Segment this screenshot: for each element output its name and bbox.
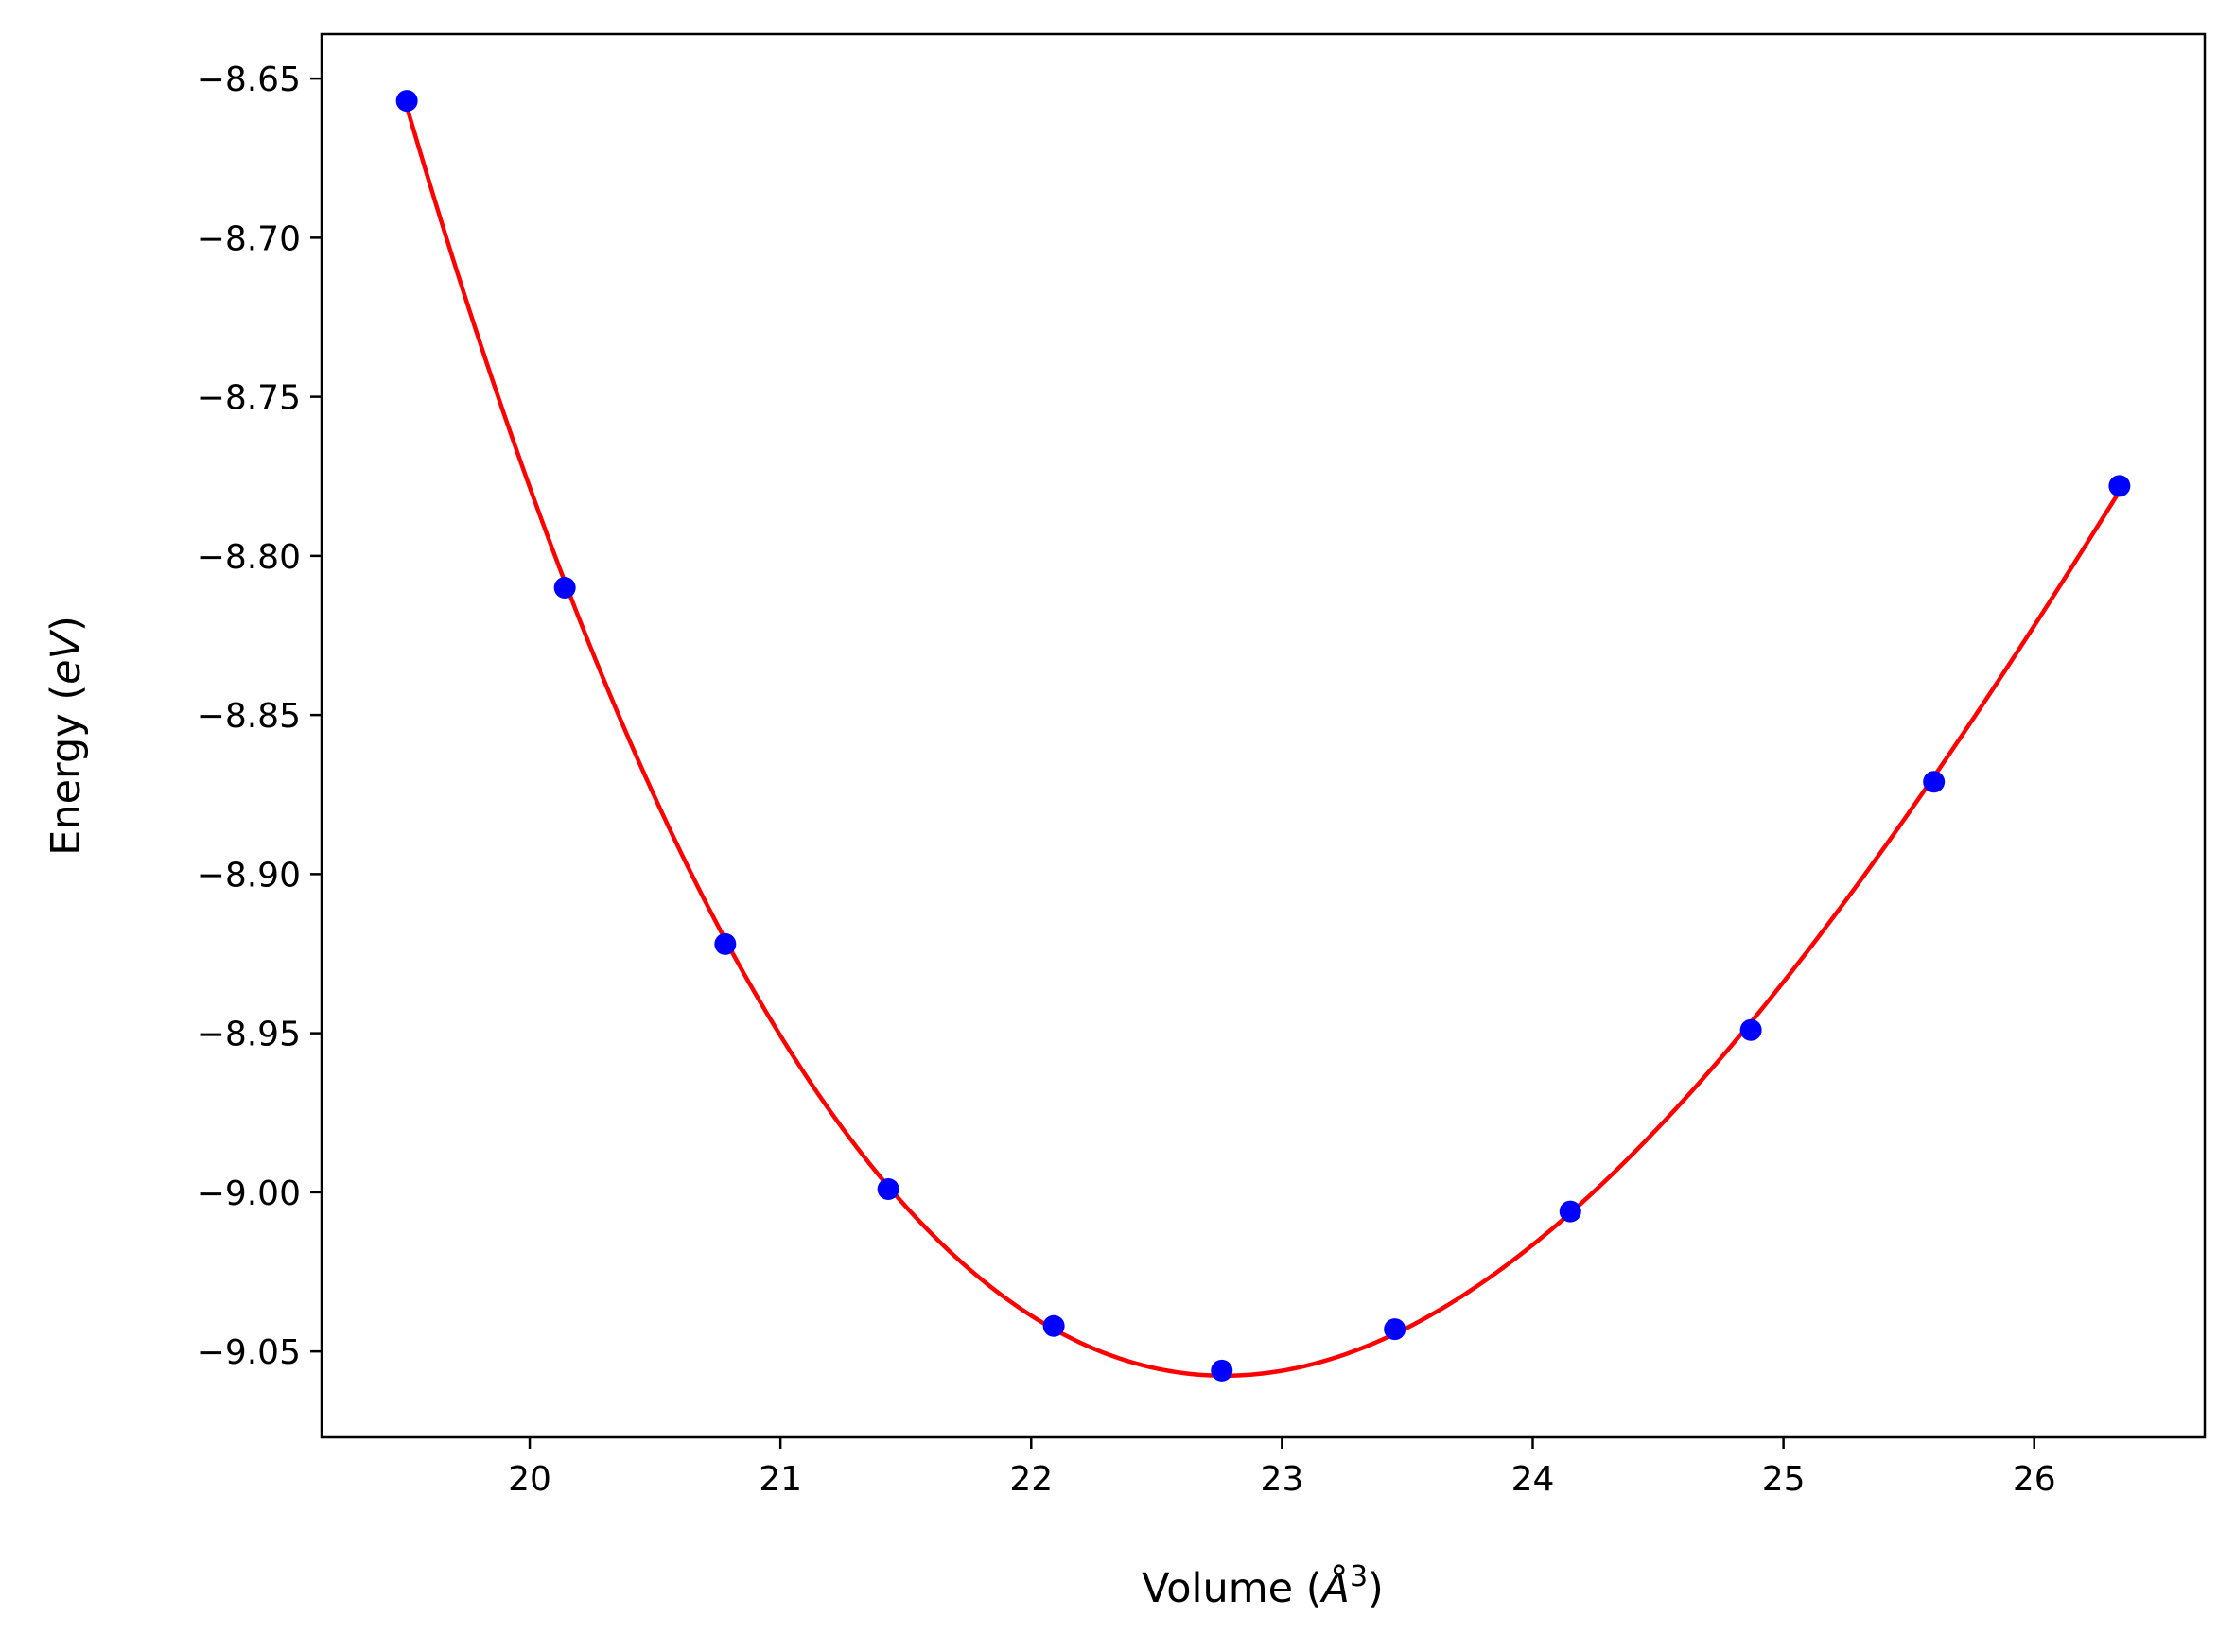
x-tick-label: 22	[1009, 1460, 1053, 1499]
y-tick-label: −9.00	[197, 1174, 301, 1213]
data-point	[553, 577, 576, 600]
data-point	[1042, 1314, 1065, 1337]
data-point	[1923, 771, 1946, 793]
data-point	[395, 90, 418, 113]
data-point	[714, 932, 737, 955]
y-tick-label: −8.85	[197, 697, 301, 736]
y-tick-label: −9.05	[197, 1333, 301, 1372]
x-tick-label: 24	[1511, 1460, 1555, 1499]
fit-curve-layer	[404, 106, 2122, 1379]
x-tick-label: 21	[759, 1460, 802, 1499]
x-tick-label: 26	[2013, 1460, 2056, 1499]
data-point	[1739, 1018, 1762, 1041]
data-point	[1384, 1318, 1406, 1341]
y-tick-label: −8.95	[197, 1016, 301, 1054]
y-axis: −8.65 −8.70 −8.75 −8.80 −8.85 −8.90 −8.95 −9.00…	[197, 61, 322, 1372]
y-tick-label: −8.80	[197, 538, 301, 577]
points-layer	[395, 90, 2131, 1382]
y-tick-label: −8.70	[197, 219, 301, 258]
x-axis: 20 21 22 23 24 25 26	[508, 1437, 2056, 1499]
x-tick-label: 20	[508, 1460, 551, 1499]
x-tick-label: 23	[1260, 1460, 1303, 1499]
y-axis-label: Energy (eV)	[43, 616, 90, 856]
data-point	[2108, 475, 2131, 497]
data-point	[1211, 1359, 1233, 1382]
y-tick-label: −8.90	[197, 856, 301, 895]
plot-frame	[320, 32, 2207, 1439]
x-tick-label: 25	[1762, 1460, 1806, 1499]
y-tick-label: −8.75	[197, 379, 301, 418]
data-point	[877, 1178, 899, 1201]
x-axis-label: Volume (Å3)	[1142, 1560, 1384, 1613]
data-point	[1559, 1200, 1581, 1223]
fit-curve	[404, 106, 2122, 1379]
y-tick-label: −8.65	[197, 61, 301, 99]
